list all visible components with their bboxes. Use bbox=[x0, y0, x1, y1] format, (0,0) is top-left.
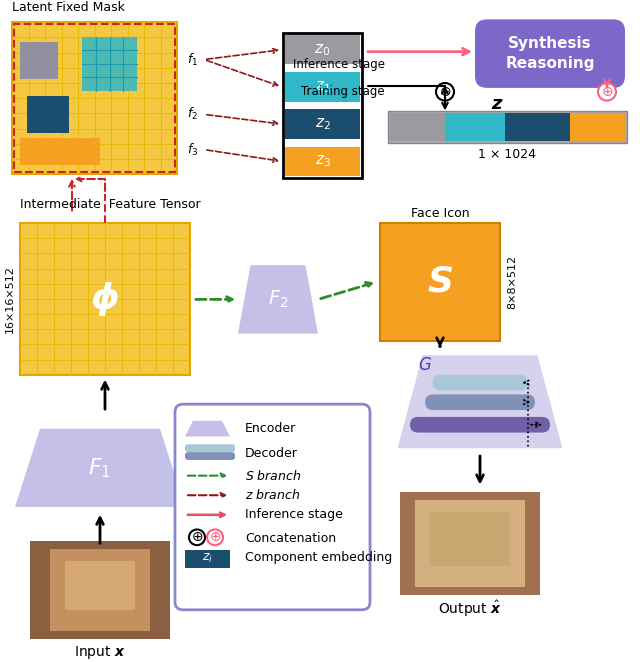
Text: $\oplus$: $\oplus$ bbox=[439, 85, 451, 99]
Text: Encoder: Encoder bbox=[245, 422, 296, 435]
Bar bbox=[285, 72, 360, 101]
Circle shape bbox=[189, 530, 205, 545]
Text: $\boldsymbol{z}$: $\boldsymbol{z}$ bbox=[491, 95, 504, 113]
Text: Latent Fixed Mask: Latent Fixed Mask bbox=[12, 1, 125, 15]
FancyBboxPatch shape bbox=[475, 19, 625, 88]
Bar bbox=[388, 111, 627, 143]
Bar bbox=[390, 113, 445, 141]
Text: Face Icon: Face Icon bbox=[411, 207, 469, 220]
Bar bbox=[82, 37, 137, 91]
Polygon shape bbox=[238, 265, 318, 334]
Text: $G$: $G$ bbox=[418, 356, 432, 374]
Bar bbox=[415, 500, 525, 587]
Text: $F_1$: $F_1$ bbox=[88, 456, 111, 479]
Text: $F_2$: $F_2$ bbox=[268, 289, 288, 310]
Polygon shape bbox=[397, 355, 563, 448]
Text: $\boldsymbol{S}$: $\boldsymbol{S}$ bbox=[427, 265, 453, 299]
Polygon shape bbox=[185, 421, 230, 436]
Text: Training stage: Training stage bbox=[301, 85, 385, 99]
Text: Concatenation: Concatenation bbox=[245, 532, 336, 545]
Bar bbox=[65, 561, 135, 610]
Text: Inference stage: Inference stage bbox=[245, 508, 343, 521]
Bar bbox=[20, 42, 58, 79]
Text: Output $\hat{\boldsymbol{x}}$: Output $\hat{\boldsymbol{x}}$ bbox=[438, 598, 502, 619]
Polygon shape bbox=[15, 429, 185, 507]
Text: Synthesis
Reasoning: Synthesis Reasoning bbox=[505, 36, 595, 71]
FancyBboxPatch shape bbox=[175, 404, 370, 610]
Bar bbox=[430, 512, 510, 566]
Text: 16×16×512: 16×16×512 bbox=[5, 265, 15, 333]
Text: $S$ branch: $S$ branch bbox=[245, 469, 301, 483]
Text: $z$ branch: $z$ branch bbox=[245, 489, 300, 502]
Text: Inference stage: Inference stage bbox=[293, 58, 385, 71]
Text: $z_2$: $z_2$ bbox=[315, 117, 330, 132]
Text: 8×8×512: 8×8×512 bbox=[507, 255, 517, 309]
Bar bbox=[50, 549, 150, 632]
Bar bbox=[285, 109, 360, 139]
Text: 1 × 1024: 1 × 1024 bbox=[479, 148, 536, 161]
Text: $f_1$: $f_1$ bbox=[187, 52, 198, 68]
Circle shape bbox=[207, 530, 223, 545]
FancyBboxPatch shape bbox=[425, 395, 535, 410]
Text: Input $\boldsymbol{x}$: Input $\boldsymbol{x}$ bbox=[74, 644, 126, 661]
Text: $z_1$: $z_1$ bbox=[315, 79, 330, 95]
Bar bbox=[12, 23, 177, 174]
FancyBboxPatch shape bbox=[433, 375, 527, 391]
Bar bbox=[14, 24, 175, 172]
Bar bbox=[283, 33, 362, 178]
Text: $f_3$: $f_3$ bbox=[187, 142, 198, 158]
Text: $z_i$: $z_i$ bbox=[202, 552, 212, 565]
Text: $\oplus$: $\oplus$ bbox=[601, 85, 613, 99]
FancyBboxPatch shape bbox=[185, 444, 235, 452]
Text: $z_0$: $z_0$ bbox=[314, 42, 331, 58]
FancyBboxPatch shape bbox=[410, 417, 550, 432]
Bar bbox=[285, 147, 360, 176]
Bar bbox=[30, 542, 170, 639]
Text: Component embedding: Component embedding bbox=[245, 551, 392, 565]
Bar bbox=[27, 96, 69, 133]
Bar bbox=[400, 493, 540, 595]
Bar bbox=[570, 113, 625, 141]
Bar bbox=[380, 223, 500, 340]
Bar bbox=[505, 113, 570, 141]
Text: $\boldsymbol{\phi}$: $\boldsymbol{\phi}$ bbox=[90, 279, 120, 318]
Circle shape bbox=[436, 83, 454, 101]
Bar bbox=[185, 550, 230, 568]
Text: $\oplus$: $\oplus$ bbox=[191, 530, 203, 544]
Bar bbox=[445, 113, 505, 141]
Bar bbox=[20, 223, 190, 375]
Text: $f_2$: $f_2$ bbox=[187, 107, 198, 122]
Bar bbox=[20, 138, 100, 166]
Text: Decoder: Decoder bbox=[245, 447, 298, 459]
Text: Intermediate  Feature Tensor: Intermediate Feature Tensor bbox=[20, 199, 200, 211]
Text: $\oplus$: $\oplus$ bbox=[209, 530, 221, 544]
Text: $z_3$: $z_3$ bbox=[314, 154, 330, 169]
FancyBboxPatch shape bbox=[185, 452, 235, 460]
Bar bbox=[285, 35, 360, 64]
Circle shape bbox=[598, 83, 616, 101]
